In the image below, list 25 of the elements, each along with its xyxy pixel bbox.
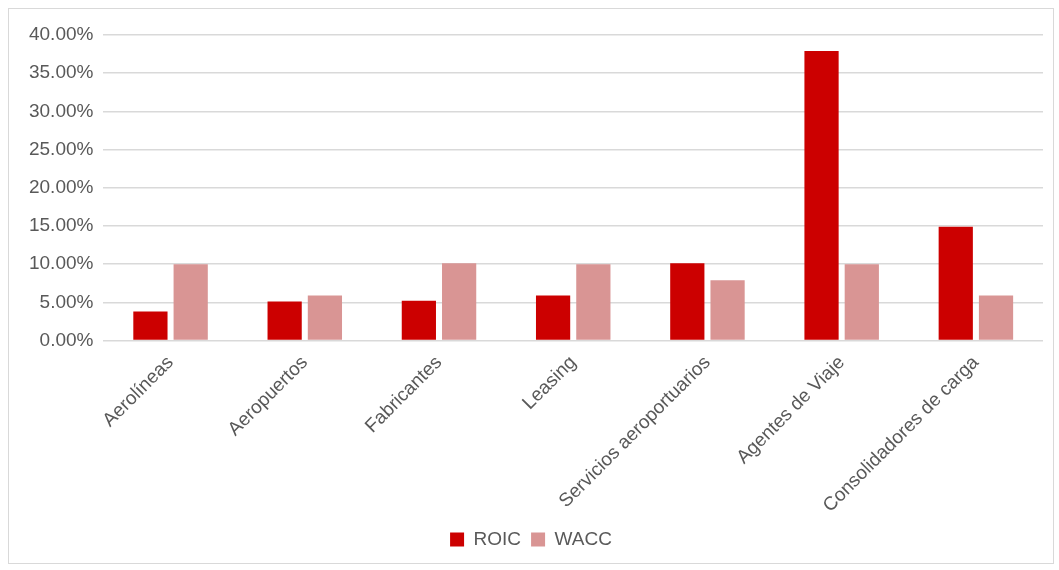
y-tick-label: 10.00% bbox=[28, 252, 94, 274]
y-tick-label: 5.00% bbox=[39, 290, 94, 312]
legend-label: WACC bbox=[554, 527, 612, 549]
bar bbox=[978, 295, 1014, 340]
y-tick-label: 15.00% bbox=[28, 214, 94, 236]
bar bbox=[710, 280, 745, 340]
bar bbox=[401, 300, 436, 340]
bar bbox=[844, 264, 879, 340]
bar bbox=[133, 311, 168, 340]
y-tick-label: 20.00% bbox=[28, 175, 94, 197]
bar bbox=[670, 263, 705, 340]
bar bbox=[173, 264, 208, 340]
bar bbox=[804, 51, 839, 340]
bar bbox=[442, 263, 477, 340]
legend-label: ROIC bbox=[473, 527, 522, 549]
y-tick-label: 30.00% bbox=[28, 99, 94, 121]
bar bbox=[307, 295, 343, 340]
y-tick-label: 40.00% bbox=[28, 23, 94, 45]
bar bbox=[576, 264, 611, 340]
bar bbox=[267, 301, 302, 340]
y-tick-label: 0.00% bbox=[39, 328, 94, 350]
bar bbox=[938, 226, 973, 340]
y-tick-label: 25.00% bbox=[28, 137, 94, 159]
bar bbox=[535, 295, 571, 340]
y-tick-label: 35.00% bbox=[28, 61, 94, 83]
